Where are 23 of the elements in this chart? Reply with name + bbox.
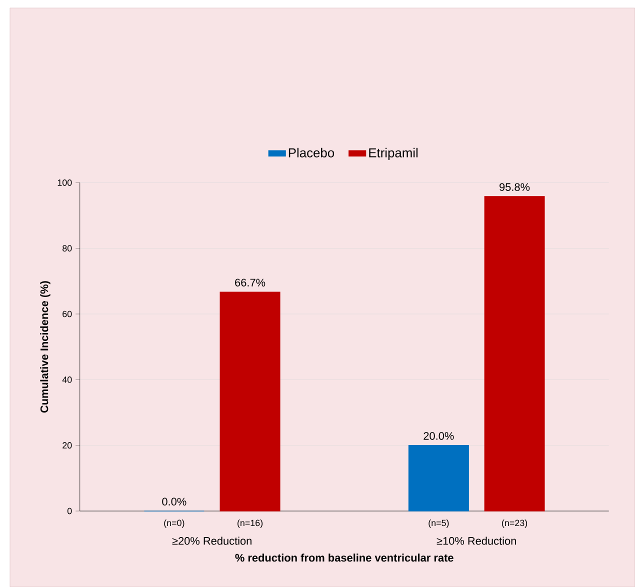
data-label: 95.8%: [500, 183, 530, 191]
x-axis-title: % reduction from baseline ventricular rate: [235, 554, 454, 562]
text: (n=16): [238, 519, 263, 528]
bar: [484, 196, 545, 512]
data-label: 20.0%: [424, 432, 454, 440]
y-tick-label: 40: [62, 376, 72, 383]
y-axis-title: Cumulative Incidence (%): [40, 281, 50, 413]
y-tick-label: 100: [58, 179, 72, 186]
y-tick-label: 20: [62, 442, 72, 448]
text: (n=5): [428, 519, 449, 528]
y-tick-label: 0: [67, 508, 72, 514]
text: (n=23): [502, 519, 528, 528]
data-label: 66.7%: [235, 278, 266, 286]
x-tick-label: ≥10% Reduction: [436, 536, 516, 545]
x-tick-label: ≥20% Reduction: [172, 536, 252, 545]
legend-label: Placebo: [288, 148, 334, 158]
text: (n=0): [164, 519, 184, 528]
data-label: 0.0%: [162, 498, 186, 506]
legend-label: Etripamil: [369, 148, 418, 160]
y-tick-label: 60: [62, 310, 72, 318]
y-tick-label: 80: [62, 245, 72, 252]
bar: [220, 292, 280, 512]
bar: [408, 445, 469, 512]
